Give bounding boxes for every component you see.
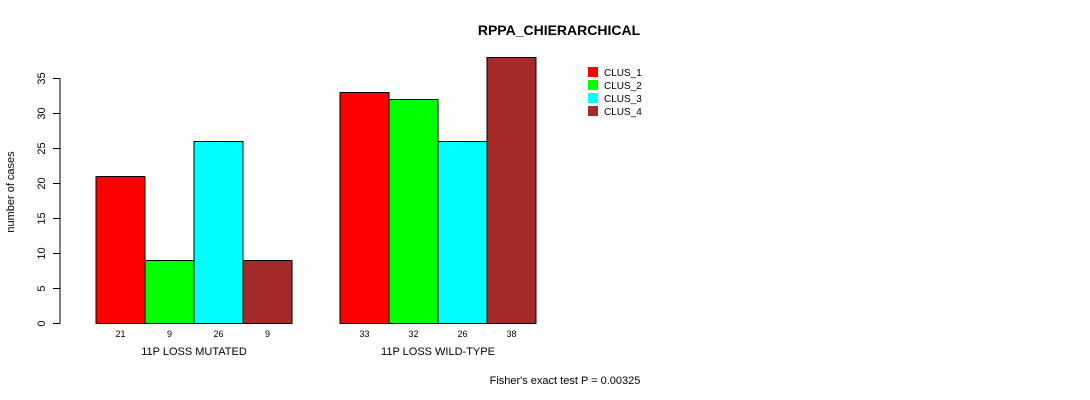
bar-count-label: 21: [115, 329, 125, 339]
legend-label: CLUS_4: [604, 107, 642, 118]
legend-swatch: [588, 106, 598, 116]
bar-count-label: 32: [408, 329, 418, 339]
legend-label: CLUS_1: [604, 68, 642, 79]
legend-label: CLUS_3: [604, 94, 642, 105]
y-tick-label: 25: [36, 142, 48, 154]
bar-count-label: 38: [506, 329, 516, 339]
y-tick-label: 20: [36, 177, 48, 189]
y-tick-label: 35: [36, 72, 48, 84]
chart-title: RPPA_CHIERARCHICAL: [478, 22, 641, 38]
y-tick-label: 10: [36, 247, 48, 259]
bar-clus_3: [193, 141, 244, 324]
bar-clus_4: [486, 57, 537, 324]
legend-swatch: [588, 93, 598, 103]
bar-clus_3: [437, 141, 488, 324]
y-axis-label: number of cases: [5, 151, 17, 233]
bar-count-label: 26: [213, 329, 223, 339]
bar-clus_2: [388, 99, 439, 324]
group-label: 11P LOSS MUTATED: [141, 346, 247, 358]
bar-count-label: 33: [359, 329, 369, 339]
bar-clus_1: [95, 176, 146, 324]
bars: [95, 57, 537, 324]
y-tick-label: 5: [36, 285, 48, 291]
group-label: 11P LOSS WILD-TYPE: [381, 346, 495, 358]
bar-clus_2: [144, 260, 195, 324]
bar-count-label: 9: [265, 329, 270, 339]
bar-clus_4: [242, 260, 293, 324]
legend-swatch: [588, 80, 598, 90]
legend-swatch: [588, 67, 598, 77]
legend: CLUS_1 CLUS_2 CLUS_3 CLUS_4: [588, 67, 642, 118]
bar-clus_1: [339, 92, 390, 324]
count-labels: 21 9 26 9 33 32 26 38: [115, 329, 516, 339]
bar-count-label: 9: [167, 329, 172, 339]
bar-count-label: 26: [457, 329, 467, 339]
group-labels: 11P LOSS MUTATED 11P LOSS WILD-TYPE: [141, 346, 495, 358]
legend-label: CLUS_2: [604, 81, 642, 92]
y-tick-label: 30: [36, 107, 48, 119]
y-tick-label: 0: [36, 320, 48, 326]
y-axis: 0 5 10 15 20 25 30 35: [36, 72, 61, 327]
fisher-test-footnote: Fisher's exact test P = 0.00325: [490, 375, 641, 387]
y-tick-label: 15: [36, 212, 48, 224]
